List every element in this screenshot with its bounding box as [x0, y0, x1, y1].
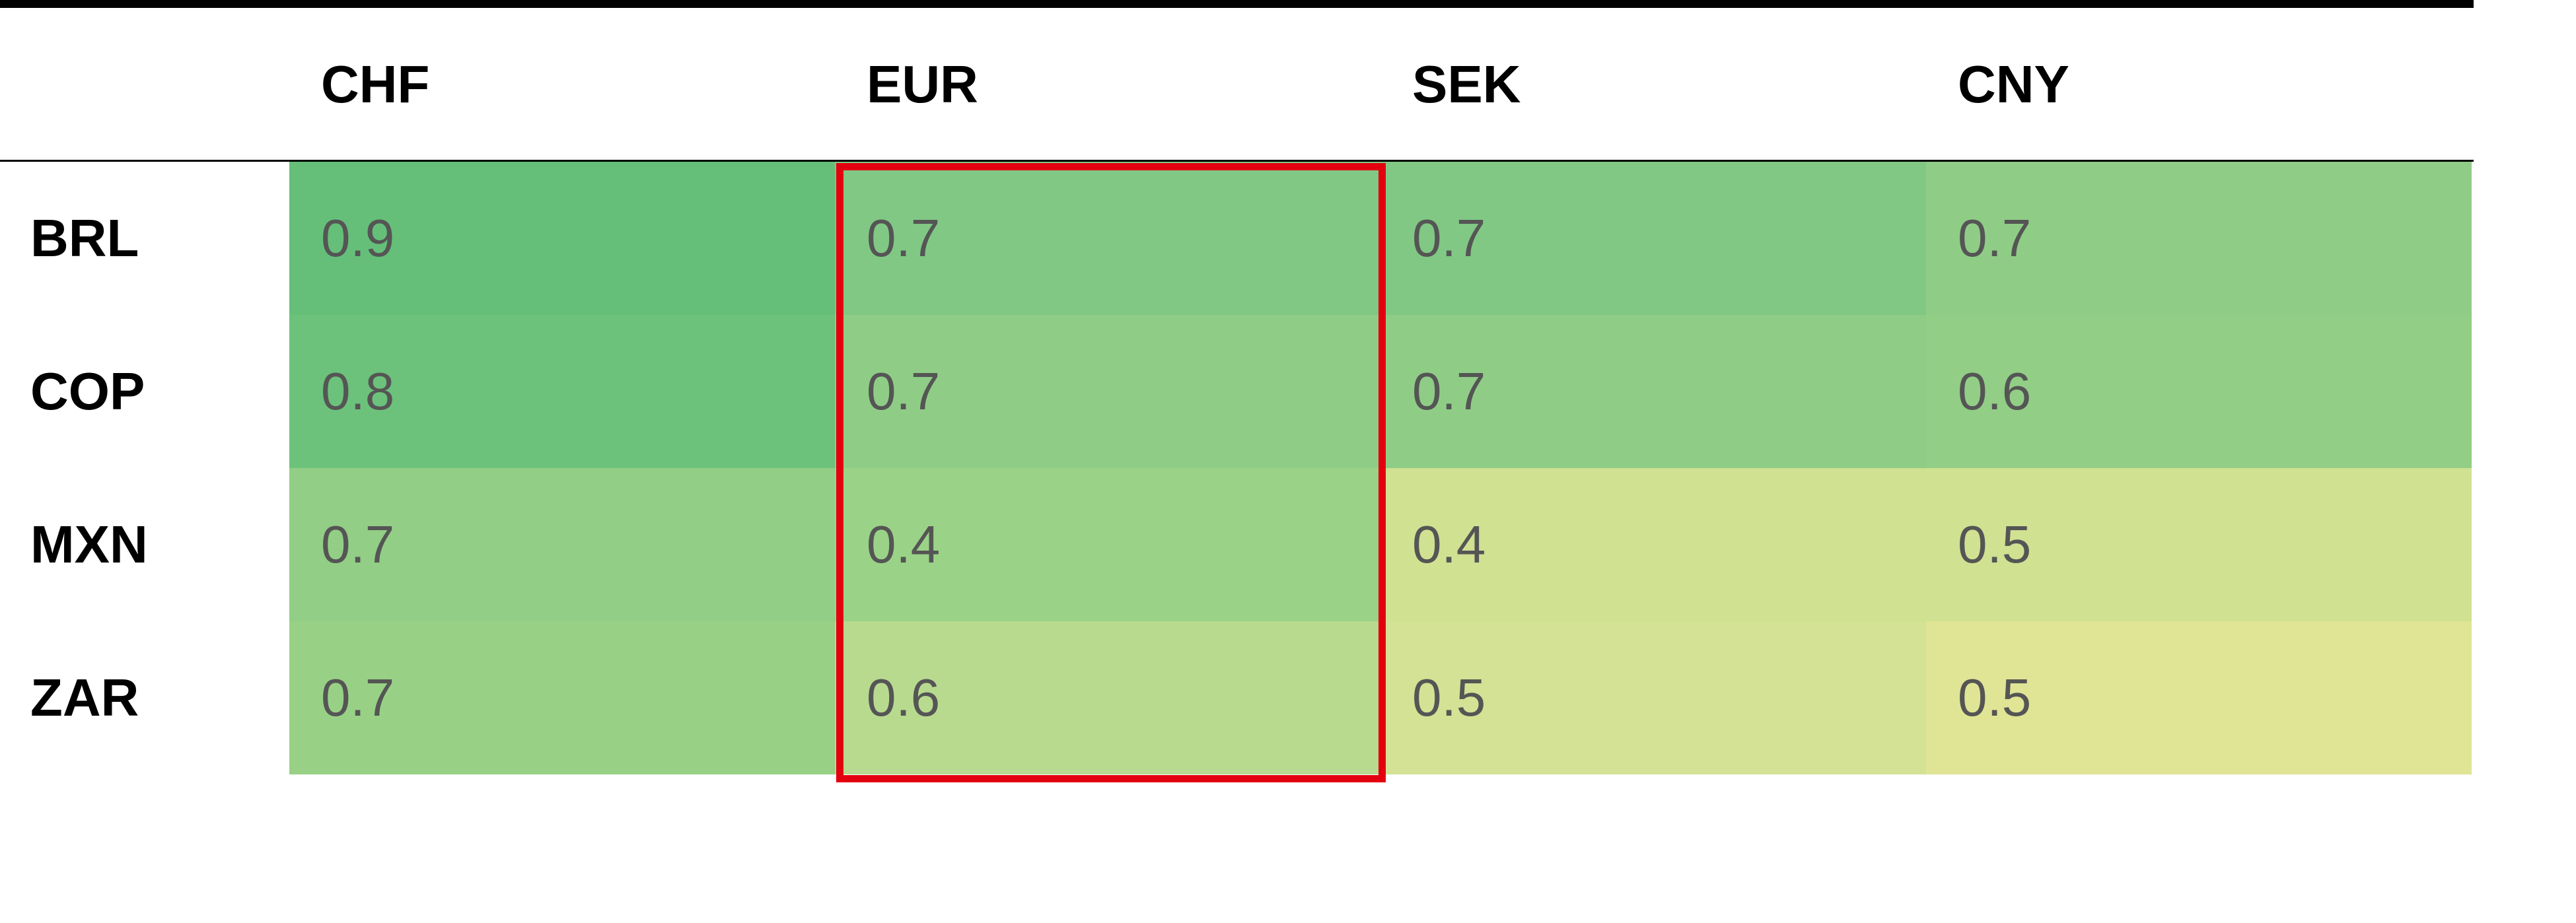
heatmap-value-zar-eur: 0.6: [867, 668, 941, 727]
heatmap-cell-mxn-cny: [1926, 468, 2472, 621]
heatmap-cell-zar-cny: [1926, 621, 2472, 774]
column-header-eur: EUR: [867, 55, 978, 114]
heatmap-value-zar-chf: 0.7: [321, 668, 395, 727]
row-header-cop: COP: [30, 362, 145, 421]
heatmap-value-brl-chf: 0.9: [321, 209, 395, 267]
heatmap-cell-brl-sek: [1380, 162, 1926, 315]
heatmap-value-brl-eur: 0.7: [867, 209, 941, 267]
column-header-sek: SEK: [1412, 55, 1521, 114]
heatmap-value-mxn-cny: 0.5: [1958, 515, 2032, 574]
heatmap-cell-brl-eur: [835, 162, 1380, 315]
column-header-chf: CHF: [321, 55, 430, 114]
heatmap-cell-brl-cny: [1926, 162, 2472, 315]
heatmap-cell-zar-eur: [835, 621, 1380, 774]
heatmap-value-brl-sek: 0.7: [1412, 209, 1486, 267]
header-rule: [0, 160, 2474, 162]
heatmap-value-cop-cny: 0.6: [1958, 362, 2032, 421]
row-header-brl: BRL: [30, 209, 139, 267]
top-rule: [0, 0, 2474, 8]
row-header-zar: ZAR: [30, 668, 139, 727]
heatmap-cell-cop-eur: [835, 315, 1380, 468]
heatmap-value-brl-cny: 0.7: [1958, 209, 2032, 267]
heatmap-cell-cop-chf: [289, 315, 835, 468]
heatmap-value-zar-sek: 0.5: [1412, 668, 1486, 727]
heatmap-value-mxn-sek: 0.4: [1412, 515, 1486, 574]
heatmap-cell-mxn-chf: [289, 468, 835, 621]
heatmap-cell-cop-cny: [1926, 315, 2472, 468]
heatmap-value-zar-cny: 0.5: [1958, 668, 2032, 727]
heatmap-cell-brl-chf: [289, 162, 835, 315]
heatmap-value-mxn-chf: 0.7: [321, 515, 395, 574]
heatmap-value-mxn-eur: 0.4: [867, 515, 941, 574]
row-header-mxn: MXN: [30, 515, 148, 574]
heatmap-cell-mxn-sek: [1380, 468, 1926, 621]
heatmap-value-cop-eur: 0.7: [867, 362, 941, 421]
heatmap-cell-mxn-eur: [835, 468, 1380, 621]
column-header-cny: CNY: [1958, 55, 2069, 114]
heatmap-cell-zar-sek: [1380, 621, 1926, 774]
heatmap-value-cop-chf: 0.8: [321, 362, 395, 421]
heatmap-value-cop-sek: 0.7: [1412, 362, 1486, 421]
heatmap-cell-cop-sek: [1380, 315, 1926, 468]
heatmap-cell-zar-chf: [289, 621, 835, 774]
